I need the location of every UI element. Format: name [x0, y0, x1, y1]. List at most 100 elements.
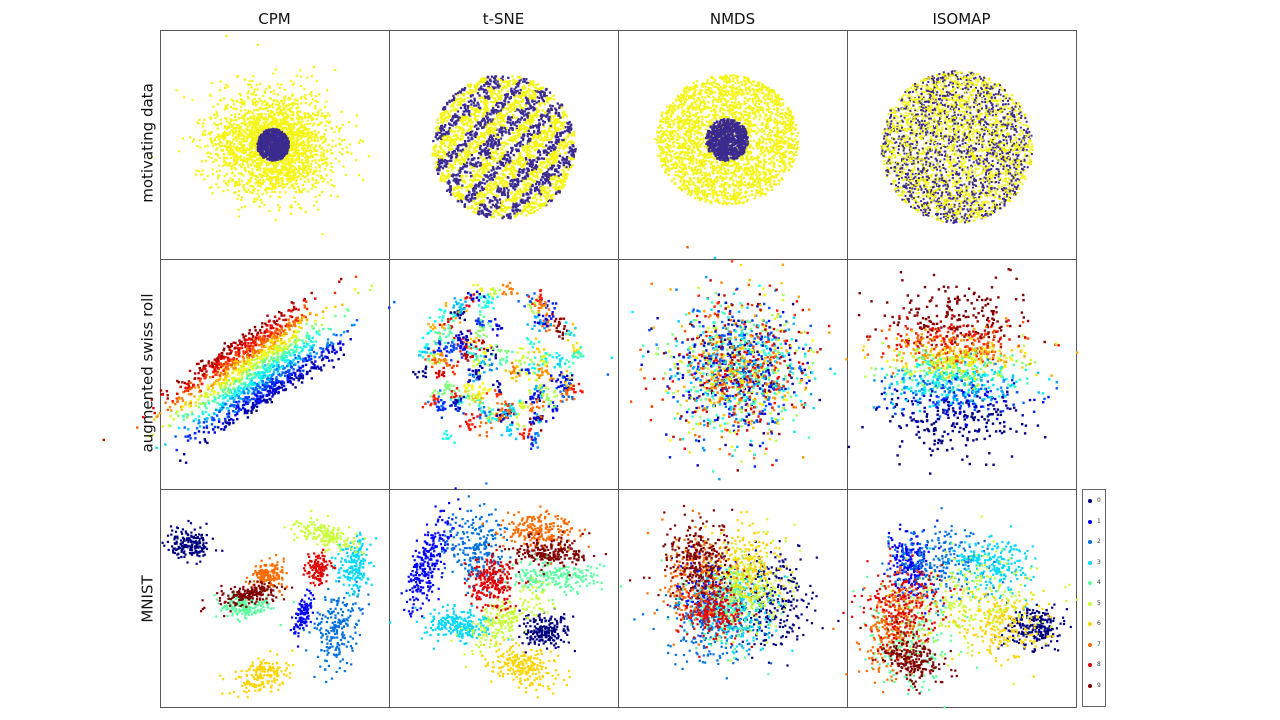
scatter-point — [225, 132, 228, 135]
scatter-point — [288, 103, 291, 106]
scatter-point — [316, 114, 320, 117]
scatter-point — [314, 182, 317, 185]
scatter-point — [268, 150, 272, 153]
scatter-point — [500, 97, 503, 100]
scatter-point — [478, 178, 481, 182]
scatter-point — [483, 98, 486, 102]
scatter-point — [231, 148, 234, 151]
scatter-point — [473, 125, 476, 128]
scatter-point — [461, 117, 465, 120]
scatter-point — [479, 122, 482, 125]
scatter-point — [252, 189, 255, 192]
scatter-point — [453, 109, 457, 112]
scatter-point — [557, 129, 560, 132]
scatter-point — [533, 188, 537, 191]
scatter-point — [257, 189, 260, 192]
scatter-point — [271, 183, 274, 186]
scatter-point — [496, 133, 499, 136]
scatter-point — [531, 124, 534, 127]
scatter-point — [458, 100, 462, 103]
scatter-point — [546, 170, 549, 174]
scatter-point — [521, 86, 524, 89]
scatter-point — [473, 157, 476, 160]
scatter-point — [511, 148, 514, 151]
scatter-point — [250, 126, 253, 129]
scatter-point — [320, 177, 323, 180]
scatter-point — [284, 115, 287, 118]
scatter-point — [303, 188, 306, 191]
scatter-point — [466, 196, 469, 199]
scatter-point — [495, 128, 498, 131]
scatter-point — [483, 207, 487, 211]
scatter-point — [479, 175, 482, 178]
scatter-point — [529, 161, 533, 164]
scatter-point — [452, 140, 455, 144]
scatter-point — [449, 143, 452, 146]
scatter-point — [303, 176, 306, 179]
scatter-point — [464, 197, 468, 201]
scatter-point — [510, 87, 513, 90]
scatter-point — [480, 119, 484, 123]
scatter-point — [243, 166, 246, 169]
scatter-point — [260, 198, 263, 201]
scatter-point — [301, 163, 305, 166]
scatter-point — [483, 140, 486, 143]
scatter-point — [439, 146, 442, 149]
scatter-point — [227, 141, 230, 144]
scatter-point — [539, 134, 542, 137]
scatter-point — [504, 141, 507, 144]
scatter-point — [480, 132, 483, 135]
scatter-point — [510, 170, 513, 174]
scatter-point — [212, 105, 215, 108]
panel-frame-augmented-swiss-roll-t-SNE — [389, 259, 619, 490]
scatter-point — [518, 121, 521, 124]
scatter-point — [331, 152, 334, 155]
scatter-point — [248, 111, 251, 114]
scatter-point — [306, 157, 310, 160]
scatter-point — [239, 154, 242, 157]
scatter-point — [536, 96, 539, 99]
scatter-point — [250, 135, 253, 138]
scatter-point — [513, 82, 516, 85]
scatter-point — [241, 162, 244, 165]
scatter-point — [225, 156, 228, 160]
scatter-point — [504, 166, 507, 169]
scatter-point — [479, 121, 482, 124]
scatter-point — [252, 143, 255, 146]
scatter-point — [297, 166, 301, 169]
scatter-point — [456, 110, 460, 113]
scatter-point — [529, 190, 532, 194]
scatter-point — [266, 109, 269, 112]
scatter-point — [554, 125, 557, 128]
scatter-point — [237, 172, 240, 175]
scatter-point — [288, 129, 292, 132]
scatter-point — [481, 114, 485, 118]
scatter-point — [283, 141, 286, 144]
scatter-point — [296, 176, 299, 179]
scatter-point — [533, 145, 536, 148]
scatter-point — [306, 174, 309, 177]
scatter-point — [242, 151, 245, 155]
scatter-point — [315, 200, 318, 203]
scatter-point — [242, 129, 245, 132]
scatter-point — [231, 178, 234, 181]
scatter-point — [320, 121, 323, 124]
scatter-point — [292, 171, 295, 174]
scatter-point — [224, 117, 227, 120]
scatter-point — [484, 205, 487, 208]
scatter-point — [461, 157, 464, 160]
scatter-point — [459, 91, 463, 94]
scatter-point — [516, 120, 519, 123]
scatter-point — [303, 144, 306, 147]
scatter-point — [239, 105, 242, 109]
scatter-point — [509, 127, 512, 130]
scatter-point — [275, 108, 278, 111]
scatter-point — [542, 157, 545, 160]
scatter-point — [464, 119, 467, 122]
scatter-point — [224, 105, 227, 108]
scatter-point — [449, 110, 453, 113]
scatter-point — [238, 163, 241, 166]
scatter-point — [500, 148, 503, 151]
scatter-point — [500, 204, 503, 207]
scatter-point — [264, 149, 267, 152]
